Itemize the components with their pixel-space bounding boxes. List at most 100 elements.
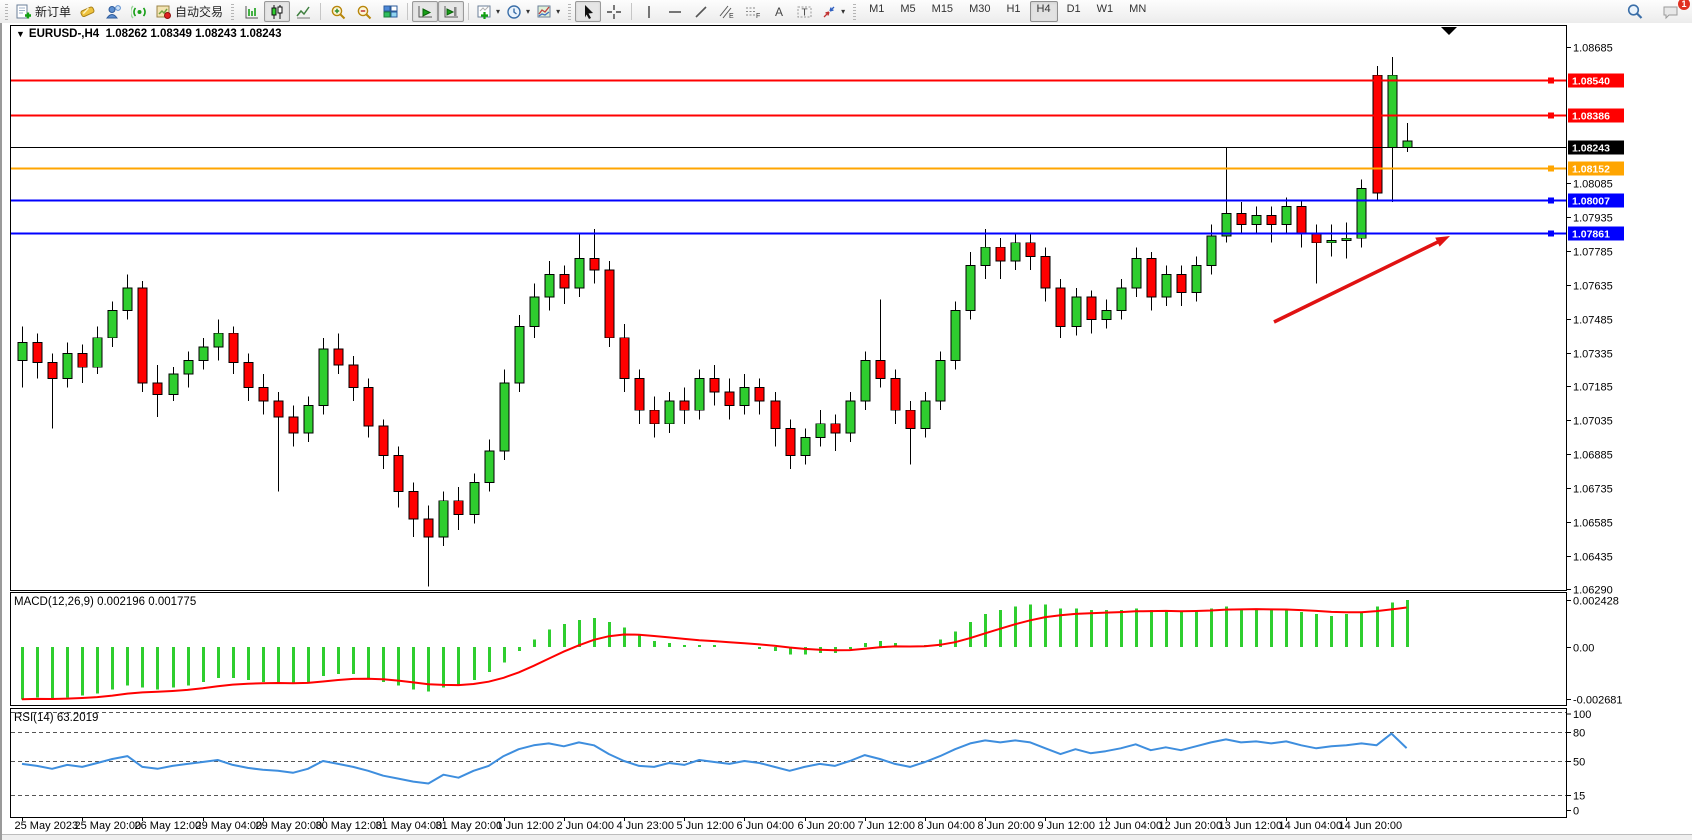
toolbar-separator	[468, 3, 470, 20]
date-label: 31 May 04:00	[376, 820, 443, 832]
bar-chart-icon	[245, 5, 258, 18]
notifications-button[interactable]: 1	[1658, 0, 1690, 22]
periods-button[interactable]: ▾	[503, 1, 533, 22]
new-order-button[interactable]: 新订单	[12, 1, 74, 22]
price-tag	[1568, 140, 1624, 155]
candlestick-chart-icon	[271, 4, 283, 19]
collapse-arrow-icon[interactable]: ▼	[16, 29, 25, 39]
arrow-objects-button[interactable]: ▾	[818, 1, 848, 22]
timeframe-m30[interactable]: M30	[969, 3, 991, 15]
auto-trading-icon	[156, 5, 172, 19]
vertical-line-icon	[648, 5, 650, 18]
window-bottom-strip	[2, 834, 1692, 840]
zoom-out-icon	[357, 5, 371, 19]
svg-text:1.06585: 1.06585	[1573, 518, 1613, 530]
date-label: 5 Jun 12:00	[677, 820, 735, 832]
toolbar-separator	[320, 3, 322, 20]
svg-text:1.07335: 1.07335	[1573, 349, 1613, 361]
bar-chart-button[interactable]	[238, 1, 264, 22]
toolbar-grip[interactable]	[5, 3, 8, 20]
ohlc-values: 1.08262 1.08349 1.08243 1.08243	[105, 28, 282, 40]
date-label: 8 Jun 20:00	[978, 820, 1036, 832]
toolbar-grip[interactable]	[231, 3, 235, 20]
equidistant-channel-button[interactable]: E	[714, 1, 740, 22]
date-label: 6 Jun 04:00	[737, 820, 795, 832]
timeframe-m5[interactable]: M5	[900, 3, 916, 15]
horizontal-line-button[interactable]	[662, 1, 688, 22]
toolbar-right: 1	[1622, 0, 1690, 23]
chart-window[interactable]: 1.08685 1.08085 1.07935 1.07785 1.07635 1.074…	[0, 23, 1692, 840]
svg-text:15: 15	[1573, 791, 1585, 803]
tile-windows-button[interactable]	[377, 1, 403, 22]
date-label: 31 May 20:00	[436, 820, 503, 832]
date-label: 4 Jun 23:00	[617, 820, 675, 832]
hline-handle	[1548, 112, 1554, 119]
svg-text:1.08085: 1.08085	[1573, 179, 1613, 191]
cursor-icon	[584, 4, 593, 19]
crosshair-icon	[607, 4, 622, 19]
svg-text:1.07485: 1.07485	[1573, 315, 1613, 327]
svg-text:1.07185: 1.07185	[1573, 382, 1613, 394]
date-label: 12 Jun 20:00	[1159, 820, 1223, 832]
timeframe-d1[interactable]: D1	[1066, 3, 1081, 15]
hline-handle	[1548, 77, 1554, 84]
accounts-button[interactable]	[100, 1, 126, 22]
zoom-in-button[interactable]	[325, 1, 351, 22]
auto-trading-button[interactable]: 自动交易	[152, 1, 226, 22]
date-label: 30 May 12:00	[316, 820, 383, 832]
chart-shift-button[interactable]	[438, 1, 465, 22]
timeframe-h4[interactable]: H4	[1029, 1, 1058, 22]
auto-scroll-button[interactable]	[412, 1, 439, 22]
date-label: 25 May 2023	[15, 820, 79, 832]
dropdown-caret-icon: ▾	[556, 6, 561, 16]
indicators-button[interactable]: ▾	[473, 1, 503, 22]
user-cloud-icon	[106, 4, 121, 18]
date-label: 25 May 20:00	[75, 820, 142, 832]
timeframe-h1[interactable]: H1	[1006, 3, 1021, 15]
svg-text:1.08152: 1.08152	[1572, 164, 1610, 176]
date-label: 13 Jun 12:00	[1219, 820, 1283, 832]
clock-icon	[507, 4, 521, 19]
zoom-out-button[interactable]	[351, 1, 377, 22]
timeframe-m1[interactable]: M1	[869, 3, 885, 15]
tile-windows-icon	[383, 5, 398, 17]
trendline-button[interactable]	[688, 1, 714, 22]
search-button[interactable]	[1622, 1, 1648, 22]
line-chart-button[interactable]	[290, 1, 316, 22]
text-label-button[interactable]: T	[792, 1, 818, 22]
date-label: 14 Jun 04:00	[1279, 820, 1343, 832]
line-chart-icon	[295, 6, 310, 18]
svg-text:T: T	[802, 7, 808, 18]
svg-text:F: F	[756, 13, 760, 20]
timeframe-m15[interactable]: M15	[931, 3, 954, 15]
date-label: 9 Jun 12:00	[1038, 820, 1096, 832]
svg-text:-0.002681: -0.002681	[1573, 695, 1623, 707]
rsi-indicator-label: RSI(14) 63.2019	[14, 712, 99, 724]
main-toolbar: 新订单 自动交易	[0, 0, 1692, 24]
hline-handle	[1548, 165, 1554, 172]
svg-text:A: A	[775, 5, 783, 19]
toolbar-separator	[407, 3, 409, 20]
date-label: 14 Jun 20:00	[1339, 820, 1403, 832]
crosshair-button[interactable]	[601, 1, 627, 22]
svg-text:1.06290: 1.06290	[1573, 585, 1613, 597]
chart-canvas[interactable]: 1.08685 1.08085 1.07935 1.07785 1.07635 1.074…	[2, 23, 1692, 840]
timeframe-w1[interactable]: W1	[1096, 3, 1114, 15]
vertical-line-button[interactable]	[636, 1, 662, 22]
toolbar-grip[interactable]	[568, 3, 572, 20]
cursor-button[interactable]	[575, 1, 602, 22]
gold-button[interactable]	[74, 1, 100, 22]
date-label: 12 Jun 04:00	[1099, 820, 1163, 832]
timeframe-mn[interactable]: MN	[1129, 3, 1147, 15]
candlestick-chart-button[interactable]	[264, 1, 291, 22]
templates-button[interactable]: ▾	[533, 1, 563, 22]
toolbar-grip[interactable]	[853, 3, 857, 20]
text-button[interactable]: A	[766, 1, 792, 22]
svg-text:1.06435: 1.06435	[1573, 552, 1613, 564]
indicators-icon	[477, 5, 491, 19]
signals-button[interactable]	[126, 1, 152, 22]
arrow-objects-icon	[823, 6, 835, 17]
price-tag	[1568, 193, 1624, 208]
macd-indicator-label: MACD(12,26,9) 0.002196 0.001775	[14, 596, 197, 608]
fibonacci-button[interactable]: F	[740, 1, 766, 22]
